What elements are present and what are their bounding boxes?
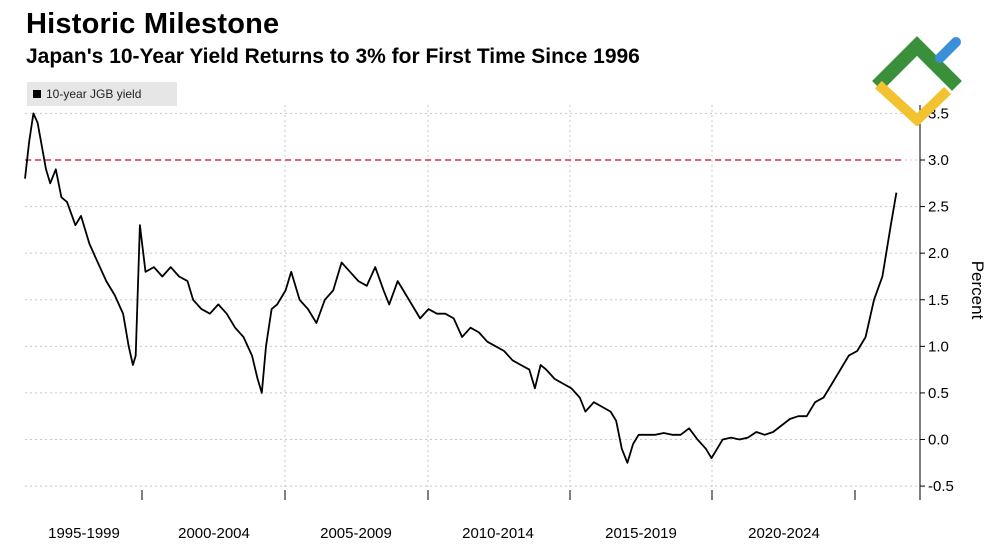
y-tick-label-7: 3.0: [928, 152, 949, 169]
chart-subtitle: Japan's 10-Year Yield Returns to 3% for …: [26, 45, 640, 68]
x-tick-label-4: 2015-2019: [605, 525, 677, 542]
brand-logo-icon: [872, 36, 962, 126]
x-tick-label-2: 2005-2009: [320, 525, 392, 542]
series-line-jgb-yield: [24, 112, 898, 464]
logo-yellow-chevron: [874, 80, 952, 126]
y-tick-label-6: 2.5: [928, 199, 949, 216]
x-tick-label-3: 2010-2014: [462, 525, 534, 542]
axis-layer: [141, 105, 925, 500]
y-tick-label-5: 2.0: [928, 245, 949, 262]
x-tick-label-5: 2020-2024: [748, 525, 820, 542]
y-tick-label-2: 0.5: [928, 385, 949, 402]
grid-layer: [25, 105, 920, 500]
x-tick-label-0: 1995-1999: [48, 525, 120, 542]
chart-title: Historic Milestone: [26, 8, 280, 40]
y-tick-label-1: 0.0: [928, 432, 949, 449]
legend: 10-year JGB yield: [27, 82, 177, 106]
x-tick-labels: 1995-1999 2000-2004 2005-2009 2010-2014 2015…: [48, 525, 820, 542]
legend-swatch: [33, 90, 41, 98]
logo-blue-accent: [935, 37, 961, 63]
y-tick-label-3: 1.0: [928, 338, 949, 355]
y-tick-label-4: 1.5: [928, 292, 949, 309]
y-tick-label-0: -0.5: [928, 478, 954, 495]
x-tick-label-1: 2000-2004: [178, 525, 250, 542]
y-axis-label: Percent: [968, 261, 987, 320]
legend-label: 10-year JGB yield: [46, 87, 142, 101]
y-tick-labels: -0.50.00.51.01.52.02.53.03.5: [928, 105, 954, 495]
logo-green-chevron: [872, 36, 962, 91]
